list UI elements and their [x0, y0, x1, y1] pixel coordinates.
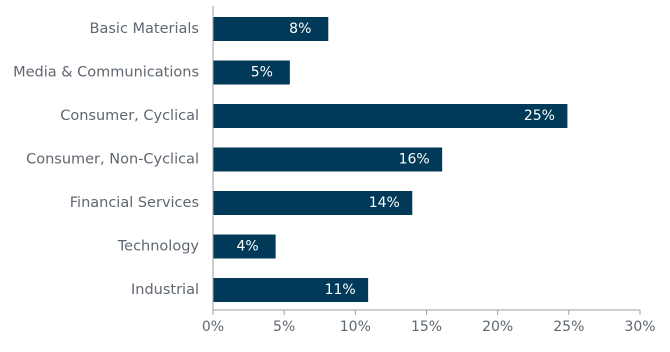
- data-label: 25%: [524, 108, 555, 124]
- data-label: 4%: [237, 239, 259, 255]
- category-labels: Basic Materials Media & Communications Con…: [13, 21, 199, 298]
- category-label: Technology: [117, 239, 200, 255]
- bar: [213, 234, 276, 259]
- category-label: Financial Services: [70, 195, 199, 211]
- bar: [213, 104, 568, 128]
- data-label: 5%: [251, 65, 273, 81]
- x-tick-label: 15%: [411, 319, 442, 335]
- data-label: 14%: [369, 195, 400, 211]
- data-label: 8%: [289, 21, 311, 37]
- category-label: Media & Communications: [13, 65, 199, 81]
- x-tick-label: 25%: [553, 319, 584, 335]
- x-axis: 0% 5% 10% 15% 20% 25% 30%: [202, 6, 656, 335]
- x-tick-label: 10%: [340, 319, 371, 335]
- bar: [213, 60, 290, 85]
- data-label: 11%: [325, 282, 356, 298]
- data-label: 16%: [399, 152, 430, 168]
- bar: [213, 147, 443, 172]
- x-tick-label: 5%: [273, 319, 295, 335]
- bars-layer: [213, 17, 568, 302]
- bar: [213, 17, 329, 41]
- bar: [213, 191, 413, 215]
- category-label: Consumer, Cyclical: [60, 108, 199, 124]
- data-labels: 8% 5% 25% 16% 14% 4% 11%: [237, 21, 555, 298]
- category-label: Consumer, Non-Cyclical: [26, 152, 199, 168]
- x-tick-label: 0%: [202, 319, 224, 335]
- category-label: Basic Materials: [90, 21, 199, 37]
- category-label: Industrial: [131, 282, 199, 298]
- bar: [213, 278, 369, 302]
- x-tick-label: 30%: [624, 319, 655, 335]
- x-tick-label: 20%: [482, 319, 513, 335]
